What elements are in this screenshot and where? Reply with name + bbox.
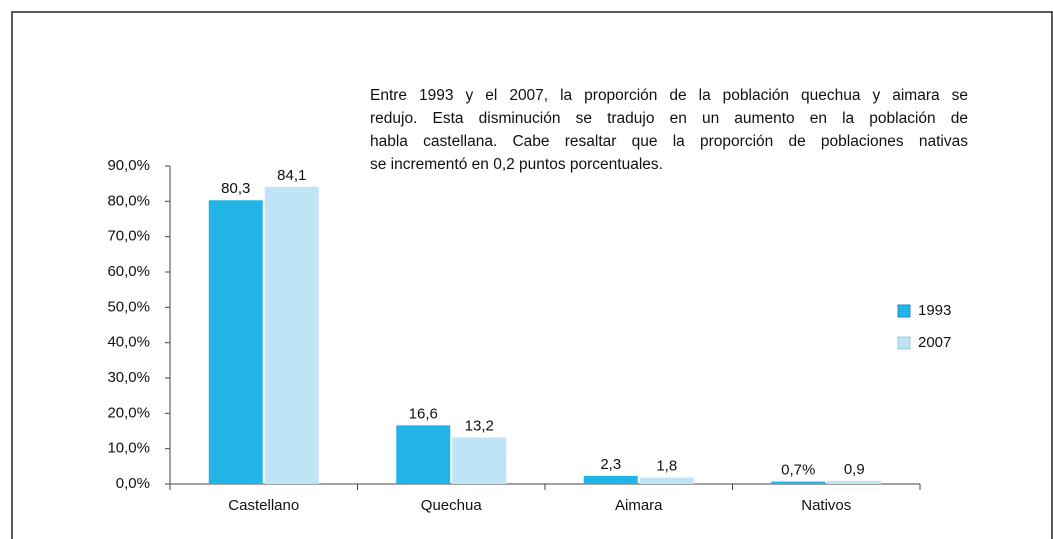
bar <box>264 186 319 484</box>
bar <box>827 480 882 484</box>
annotation-line: Entre 1993 y el 2007, la proporción de l… <box>370 87 968 104</box>
legend-label: 2007 <box>918 334 951 351</box>
frame <box>11 11 1053 539</box>
y-tick-label: 0,0% <box>116 475 150 492</box>
annotation-line: habla castellana. Cabe resaltar que la p… <box>370 133 968 150</box>
value-label: 0,7% <box>781 461 815 478</box>
annotation-line: se incrementó en 0,2 puntos porcentuales… <box>370 156 663 173</box>
y-tick-label: 90,0% <box>107 157 150 174</box>
value-label: 0,9 <box>844 461 865 478</box>
bar <box>639 477 694 484</box>
annotation: Entre 1993 y el 2007, la proporción de l… <box>370 84 968 176</box>
value-label: 84,1 <box>277 167 306 184</box>
y-tick-label: 20,0% <box>107 404 150 421</box>
x-tick-label: Quechua <box>421 497 483 514</box>
y-tick-label: 30,0% <box>107 369 150 386</box>
bar <box>583 475 638 484</box>
annotation-line: redujo. Esta disminución se tradujo en u… <box>370 110 968 127</box>
y-tick-label: 50,0% <box>107 298 150 315</box>
y-tick-label: 40,0% <box>107 334 150 351</box>
value-label: 1,8 <box>656 458 677 475</box>
legend-label: 1993 <box>918 302 951 319</box>
legend-swatch <box>897 304 911 318</box>
y-tick-label: 70,0% <box>107 228 150 245</box>
y-tick-label: 10,0% <box>107 440 150 457</box>
value-label: 13,2 <box>465 417 494 434</box>
y-tick-label: 80,0% <box>107 192 150 209</box>
bar <box>208 200 263 485</box>
bar <box>452 437 507 484</box>
x-tick-label: Nativos <box>801 497 851 514</box>
legend-swatch <box>897 336 911 350</box>
x-tick-label: Castellano <box>228 497 299 514</box>
x-tick-label: Aimara <box>615 497 663 514</box>
bar <box>771 481 826 484</box>
bar <box>396 425 451 484</box>
value-label: 16,6 <box>409 405 438 422</box>
value-label: 2,3 <box>600 456 621 473</box>
y-tick-label: 60,0% <box>107 263 150 280</box>
value-label: 80,3 <box>221 180 250 197</box>
